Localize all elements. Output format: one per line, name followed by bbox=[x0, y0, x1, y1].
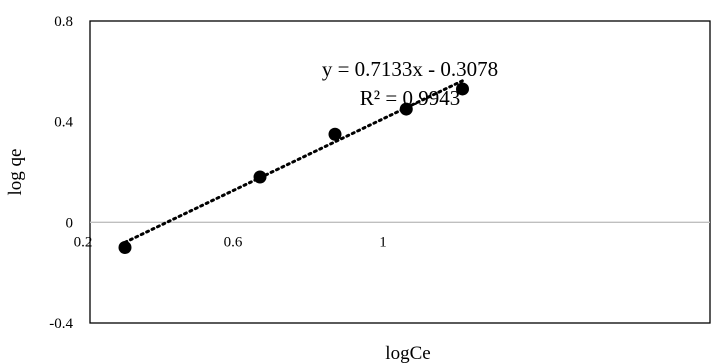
x-tick-label: 0.2 bbox=[74, 234, 93, 250]
data-point bbox=[328, 127, 342, 141]
data-point bbox=[456, 82, 469, 96]
plot-frame bbox=[89, 20, 711, 324]
data-point bbox=[118, 241, 132, 254]
x-tick-label: 0.6 bbox=[224, 234, 243, 250]
y-tick-label: -0.4 bbox=[49, 316, 73, 332]
y-tick-label: 0.8 bbox=[54, 14, 73, 30]
data-point bbox=[399, 102, 413, 116]
r-squared-label: R² = 0.9943 bbox=[360, 86, 460, 110]
data-point bbox=[253, 170, 267, 184]
x-axis-title: logCe bbox=[385, 343, 430, 364]
y-tick-label: 0.4 bbox=[54, 115, 73, 131]
y-tick-label: 0 bbox=[66, 215, 74, 231]
x-tick-label: 1 bbox=[379, 234, 387, 250]
y-axis-title: log qe bbox=[5, 149, 26, 196]
trendline-equation: y = 0.7133x - 0.3078 bbox=[322, 57, 498, 81]
